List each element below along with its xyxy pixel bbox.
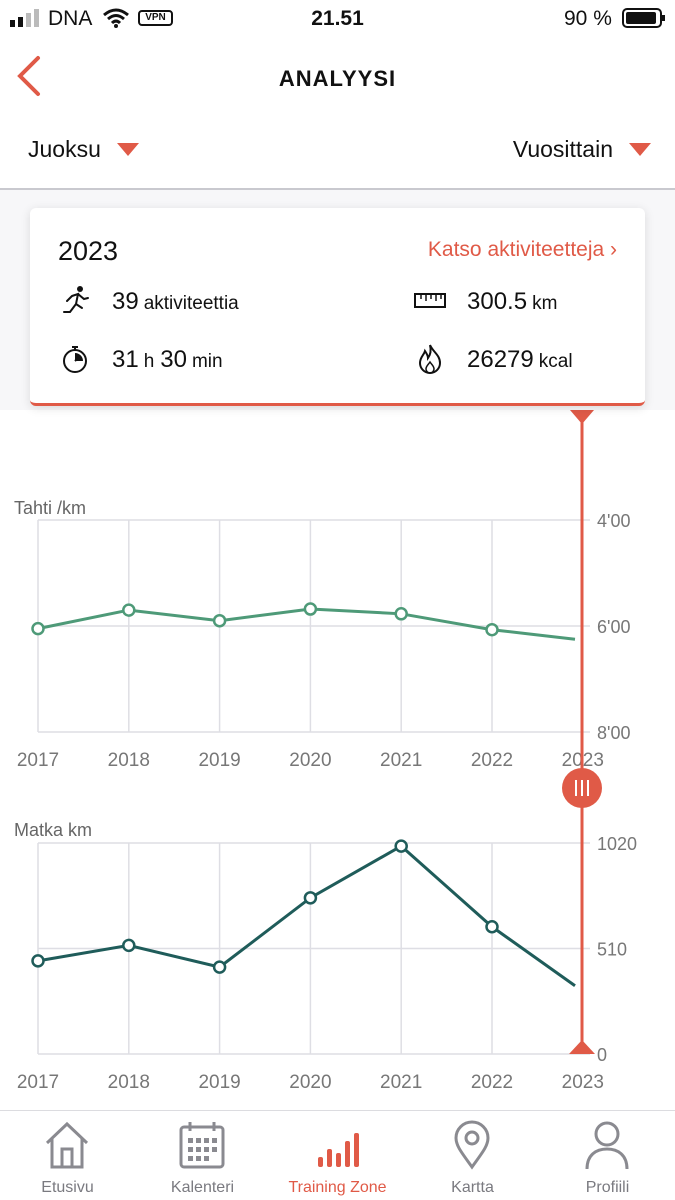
header: ANALYYSI Juoksu Vuosittain	[0, 38, 675, 190]
activities-value: 39	[112, 288, 139, 315]
data-point	[394, 839, 408, 853]
distance-value: 300.5	[467, 288, 528, 315]
flame-icon	[418, 344, 442, 374]
data-point	[303, 602, 318, 616]
map-pin-icon	[454, 1120, 490, 1170]
tab-profile[interactable]: Profiili	[540, 1111, 675, 1200]
stopwatch-icon	[63, 346, 87, 373]
ruler-icon	[414, 293, 446, 308]
x-tick-label: 2022	[471, 1072, 513, 1093]
tab-calendar[interactable]: Kalenteri	[135, 1111, 270, 1200]
duration-minutes-value: 30	[160, 346, 187, 373]
data-point	[212, 613, 227, 628]
vpn-badge: VPN	[138, 10, 173, 26]
summary-card: 2023 Katso aktiviteetteja › 39 aktivitee…	[30, 208, 645, 406]
calendar-icon	[179, 1122, 225, 1169]
clock: 21.51	[311, 7, 364, 30]
period-dropdown-label: Vuosittain	[512, 136, 613, 162]
wifi-icon	[103, 8, 129, 28]
tab-training-zone[interactable]: Training Zone	[270, 1111, 405, 1200]
chart-area: Tahti /km 4'00 6'00 8'00 2017 2018 2019 2020 202…	[0, 410, 675, 1110]
tab-home[interactable]: Etusivu	[0, 1111, 135, 1200]
tab-training-zone-label: Training Zone	[288, 1179, 387, 1196]
signal-icon	[10, 9, 39, 27]
scrubber-top-marker	[570, 410, 594, 424]
back-chevron-icon[interactable]	[12, 54, 52, 98]
tab-home-label: Etusivu	[41, 1179, 94, 1196]
x-tick-label: 2021	[380, 750, 422, 771]
sport-dropdown[interactable]: Juoksu	[28, 136, 139, 163]
series-line	[37, 844, 576, 987]
x-tick-label: 2017	[17, 750, 59, 771]
y-tick-label: 6'00	[597, 617, 630, 637]
activities-unit: aktiviteettia	[143, 293, 239, 314]
x-tick-label: 2018	[108, 750, 150, 771]
bar-chart-icon	[318, 1133, 359, 1167]
calories-unit: kcal	[538, 351, 573, 372]
duration-hours-unit: h	[143, 351, 155, 372]
x-tick-label: 2019	[198, 750, 240, 771]
tab-bar: Etusivu Kalenteri Training Zone	[0, 1110, 675, 1200]
duration-minutes-unit: min	[191, 351, 223, 372]
data-point	[394, 607, 408, 621]
home-icon	[45, 1121, 89, 1169]
data-point	[303, 891, 318, 905]
data-point	[31, 621, 45, 636]
duration-stat: 31 h 30 min	[63, 346, 229, 374]
duration-hours-value: 31	[112, 346, 139, 373]
runner-icon	[63, 286, 89, 313]
tab-map[interactable]: Kartta	[405, 1111, 540, 1200]
scrubber-bottom-marker	[569, 1040, 595, 1054]
chart-title: Matka km	[14, 820, 92, 840]
caret-down-icon	[116, 143, 139, 156]
data-point	[122, 603, 136, 617]
x-tick-label: 2020	[289, 750, 331, 771]
grip-lines-icon	[575, 780, 589, 796]
data-point	[485, 920, 499, 934]
sport-dropdown-label: Juoksu	[28, 136, 101, 162]
data-point	[31, 954, 45, 968]
x-tick-label: 2022	[471, 750, 513, 771]
y-tick-label: 8'00	[597, 723, 630, 743]
distance-unit: km	[532, 293, 558, 314]
y-tick-label: 0	[597, 1045, 607, 1065]
view-activities-link[interactable]: Katso aktiviteetteja ›	[427, 238, 617, 261]
x-tick-label: 2020	[289, 1072, 331, 1093]
x-tick-label: 2018	[108, 1072, 150, 1093]
y-tick-label: 1020	[597, 834, 637, 854]
activities-stat: 39 aktiviteettia	[63, 286, 245, 316]
chart-title: Tahti /km	[14, 498, 86, 518]
caret-down-icon	[629, 143, 651, 156]
charts-svg: Tahti /km 4'00 6'00 8'00 2017 2018 2019 2020 202…	[14, 410, 637, 1093]
person-icon	[585, 1121, 629, 1170]
tab-map-label: Kartta	[451, 1179, 494, 1196]
y-tick-label: 510	[597, 940, 627, 960]
x-tick-label: 2017	[17, 1072, 59, 1093]
carrier-name: DNA	[48, 7, 93, 30]
battery-percentage: 90 %	[564, 7, 612, 30]
battery-icon	[622, 8, 665, 28]
status-bar: DNA VPN 21.51 90 %	[0, 0, 675, 38]
summary-year: 2023	[58, 236, 119, 266]
x-tick-label: 2023	[562, 1072, 604, 1093]
tab-calendar-label: Kalenteri	[170, 1179, 235, 1196]
data-point	[212, 960, 227, 974]
page-title: ANALYYSI	[278, 66, 397, 91]
distance-stat: 300.5 km	[414, 288, 563, 316]
period-dropdown[interactable]: Vuosittain	[513, 136, 651, 163]
calories-value: 26279	[467, 346, 534, 373]
x-tick-label: 2019	[198, 1072, 240, 1093]
y-tick-label: 4'00	[597, 511, 630, 531]
data-point	[122, 938, 136, 953]
data-point	[485, 622, 499, 637]
x-tick-label: 2021	[380, 1072, 422, 1093]
tab-profile-label: Profiili	[585, 1179, 630, 1196]
calories-stat: 26279 kcal	[418, 344, 579, 374]
